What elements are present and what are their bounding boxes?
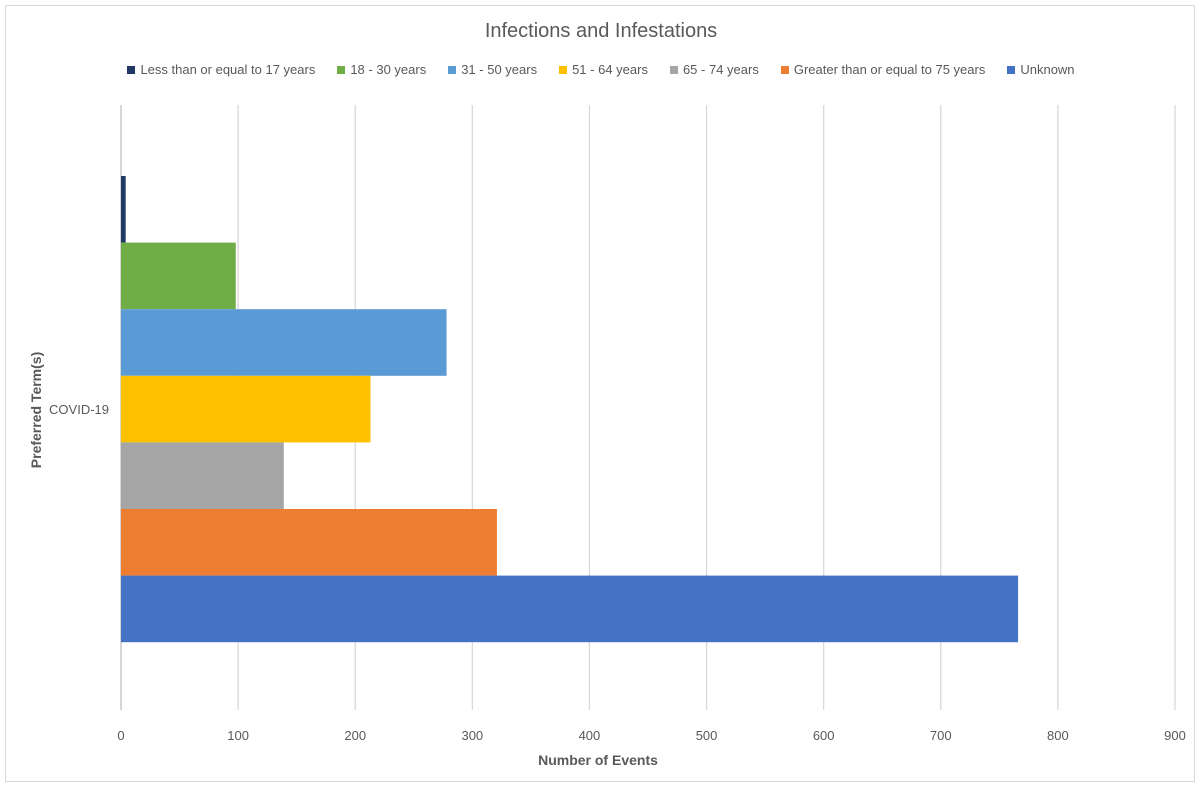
x-tick-label: 600 (813, 728, 835, 743)
x-tick-label: 400 (579, 728, 601, 743)
legend-item: Greater than or equal to 75 years (780, 62, 986, 77)
legend-label: Unknown (1020, 62, 1075, 77)
bar (121, 575, 1019, 643)
chart-legend: Less than or equal to 17 years 18 - 30 ye… (0, 62, 1202, 77)
x-tick-label: 0 (117, 728, 124, 743)
x-tick-label: 100 (227, 728, 249, 743)
x-tick-label: 700 (930, 728, 952, 743)
legend-swatch (448, 65, 457, 74)
legend-label: 65 - 74 years (682, 62, 759, 77)
x-axis-title: Number of Events (538, 752, 658, 768)
legend-swatch (559, 65, 568, 74)
legend-item: Less than or equal to 17 years (127, 62, 315, 77)
legend-item: 65 - 74 years (669, 62, 759, 77)
bar (121, 375, 371, 443)
legend-swatch (780, 65, 789, 74)
legend-label: 51 - 64 years (572, 62, 648, 77)
y-category-label: COVID-19 (49, 402, 109, 417)
legend-item: 51 - 64 years (559, 62, 648, 77)
legend-swatch (669, 65, 678, 74)
legend-swatch (127, 65, 136, 74)
legend-item: 31 - 50 years (448, 62, 537, 77)
x-tick-label: 500 (696, 728, 718, 743)
legend-label: Greater than or equal to 75 years (793, 62, 986, 77)
bar (121, 509, 497, 576)
legend-label: 18 - 30 years (350, 62, 427, 77)
legend-swatch (1007, 65, 1016, 74)
legend-swatch (337, 65, 346, 74)
y-axis-title: Preferred Term(s) (28, 352, 44, 468)
legend-label: Less than or equal to 17 years (140, 62, 316, 77)
bar (121, 309, 447, 376)
legend-label: 31 - 50 years (461, 62, 538, 77)
x-tick-label: 300 (461, 728, 483, 743)
bar (121, 442, 284, 509)
bar (121, 242, 236, 310)
x-tick-label: 200 (344, 728, 366, 743)
legend-item: 18 - 30 years (337, 62, 426, 77)
legend-item: Unknown (1007, 62, 1075, 77)
x-tick-label: 800 (1047, 728, 1069, 743)
bar (121, 176, 126, 243)
x-tick-label: 900 (1164, 728, 1186, 743)
chart-title: Infections and Infestations (484, 20, 718, 42)
